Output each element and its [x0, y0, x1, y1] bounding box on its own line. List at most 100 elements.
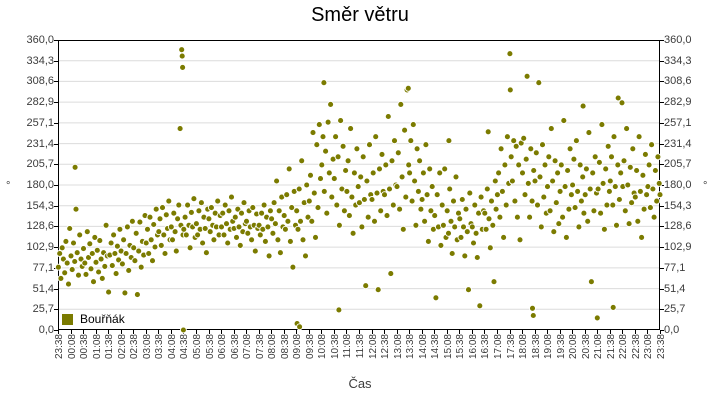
data-point — [458, 196, 466, 203]
data-point — [393, 183, 401, 191]
data-point — [546, 207, 554, 215]
data-point — [531, 177, 539, 185]
data-point — [455, 209, 462, 217]
data-point — [307, 171, 314, 179]
data-point — [66, 225, 74, 232]
y-axis-label: 257,1 — [664, 116, 692, 129]
data-point — [582, 165, 590, 173]
data-point — [343, 187, 351, 195]
data-point — [424, 237, 432, 245]
data-point — [382, 161, 390, 169]
data-point — [264, 223, 272, 231]
data-point — [335, 221, 343, 229]
data-point — [201, 225, 209, 232]
data-point — [492, 205, 500, 213]
data-point — [537, 223, 545, 231]
data-point — [71, 163, 79, 171]
data-point — [289, 263, 297, 271]
data-point — [436, 169, 444, 177]
data-point — [413, 145, 421, 153]
data-point — [313, 141, 321, 149]
data-point — [325, 169, 333, 177]
data-point — [653, 197, 661, 205]
x-axis-label: 22:38 — [630, 334, 642, 360]
x-axis-label: 17:08 — [492, 334, 504, 360]
x-axis-label: 21:38 — [605, 334, 617, 360]
data-point — [335, 306, 343, 314]
data-point — [628, 199, 636, 207]
data-point — [631, 193, 639, 201]
data-point — [569, 181, 577, 189]
data-point — [381, 191, 388, 199]
data-point — [293, 207, 301, 215]
data-point — [71, 258, 79, 265]
data-point — [571, 204, 579, 212]
data-point — [347, 125, 355, 133]
data-point — [324, 118, 332, 126]
data-point — [181, 213, 189, 221]
data-point — [615, 196, 623, 203]
legend: Bouřňák — [62, 312, 125, 326]
data-point — [597, 209, 605, 217]
data-point — [68, 266, 76, 274]
data-point — [333, 201, 341, 209]
data-point — [640, 205, 648, 213]
data-point — [178, 46, 186, 54]
data-point — [120, 236, 128, 244]
data-point — [576, 161, 584, 169]
data-point — [470, 239, 477, 247]
x-axis-label: 09:08 — [291, 334, 303, 360]
data-point — [180, 225, 188, 233]
data-point — [366, 141, 373, 149]
data-point — [580, 209, 588, 217]
data-point — [125, 266, 133, 274]
data-point — [75, 271, 82, 279]
data-point — [448, 250, 456, 257]
data-point — [276, 249, 284, 257]
data-point — [378, 150, 386, 158]
data-point — [97, 255, 105, 263]
data-point — [362, 282, 370, 290]
data-point — [244, 229, 252, 237]
data-point — [426, 165, 434, 173]
data-point — [176, 125, 184, 133]
data-point — [606, 177, 614, 185]
data-point — [128, 217, 136, 225]
data-point — [503, 133, 511, 141]
data-point — [357, 173, 365, 181]
data-point — [224, 239, 232, 247]
data-point — [654, 153, 662, 161]
y-axis-unit-right: ° — [703, 180, 708, 192]
x-axis-label: 00:38 — [78, 334, 90, 360]
data-point — [536, 173, 544, 181]
data-point — [433, 191, 441, 199]
data-point — [423, 191, 431, 199]
data-point — [610, 133, 618, 141]
data-point — [401, 126, 409, 134]
data-point — [320, 187, 328, 195]
y-axis-label: 25,7 — [664, 302, 686, 315]
x-axis-label: 01:08 — [91, 334, 103, 360]
y-axis-label: 205,7 — [26, 157, 54, 170]
data-point — [446, 185, 454, 193]
data-point — [371, 217, 378, 225]
data-point — [197, 199, 205, 207]
data-point — [452, 173, 460, 181]
data-point — [146, 213, 154, 221]
data-point — [394, 149, 402, 157]
data-point — [281, 225, 289, 233]
data-point — [490, 278, 498, 286]
data-point — [206, 228, 214, 236]
data-point — [334, 153, 342, 161]
data-point — [557, 161, 565, 169]
data-point — [144, 225, 151, 233]
data-point — [599, 179, 607, 187]
x-axis-label: 11:38 — [354, 334, 366, 359]
data-point — [476, 302, 484, 310]
data-point — [496, 213, 504, 221]
data-point — [310, 189, 318, 197]
x-axis-label: 02:08 — [116, 334, 128, 360]
data-point — [95, 268, 103, 276]
data-point — [98, 274, 106, 282]
data-point — [544, 183, 551, 191]
